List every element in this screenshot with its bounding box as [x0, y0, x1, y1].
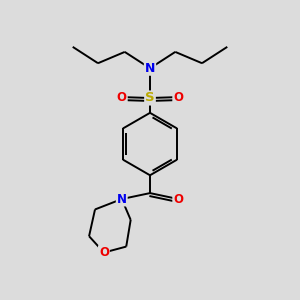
Text: S: S	[145, 92, 155, 104]
Text: O: O	[173, 193, 183, 206]
Text: O: O	[99, 246, 109, 259]
Text: N: N	[145, 62, 155, 75]
Text: N: N	[117, 193, 127, 206]
Text: O: O	[117, 91, 127, 103]
Text: O: O	[173, 91, 183, 103]
